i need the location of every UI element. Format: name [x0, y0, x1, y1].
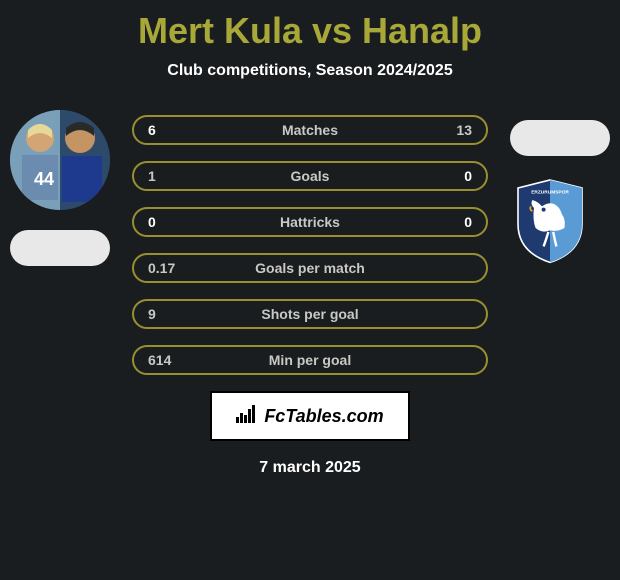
stat-label: Matches [134, 122, 486, 138]
team-badge-right [510, 120, 610, 156]
team-badge-left [10, 230, 110, 266]
content-area: 44 ERZURUMSPOR 6 M [0, 110, 620, 477]
page-title: Mert Kula vs Hanalp [0, 10, 620, 52]
stat-label: Min per goal [134, 352, 486, 368]
stat-right-value: 0 [464, 168, 472, 184]
stat-label: Goals [134, 168, 486, 184]
stat-label: Hattricks [134, 214, 486, 230]
chart-icon [236, 405, 258, 428]
stat-label: Goals per match [134, 260, 486, 276]
shield-icon: ERZURUMSPOR [510, 175, 590, 265]
stat-row-goals-per-match: 0.17 Goals per match [132, 253, 488, 283]
player-photo-left: 44 [10, 110, 110, 210]
stat-right-value: 0 [464, 214, 472, 230]
stat-row-goals: 1 Goals 0 [132, 161, 488, 191]
date-label: 7 march 2025 [0, 459, 620, 477]
brand-box[interactable]: FcTables.com [210, 391, 410, 441]
stat-row-min-per-goal: 614 Min per goal [132, 345, 488, 375]
subtitle: Club competitions, Season 2024/2025 [0, 62, 620, 80]
stats-list: 6 Matches 13 1 Goals 0 0 Hattricks 0 0.1… [132, 110, 488, 375]
stat-right-value: 13 [456, 122, 472, 138]
brand-label: FcTables.com [264, 406, 383, 427]
svg-text:44: 44 [34, 169, 54, 189]
team-logo-right: ERZURUMSPOR [510, 170, 610, 270]
stat-row-shots-per-goal: 9 Shots per goal [132, 299, 488, 329]
stat-row-matches: 6 Matches 13 [132, 115, 488, 145]
svg-text:ERZURUMSPOR: ERZURUMSPOR [531, 190, 569, 196]
player-silhouette-left: 44 [10, 110, 110, 210]
stat-row-hattricks: 0 Hattricks 0 [132, 207, 488, 237]
comparison-card: Mert Kula vs Hanalp Club competitions, S… [0, 0, 620, 580]
stat-label: Shots per goal [134, 306, 486, 322]
